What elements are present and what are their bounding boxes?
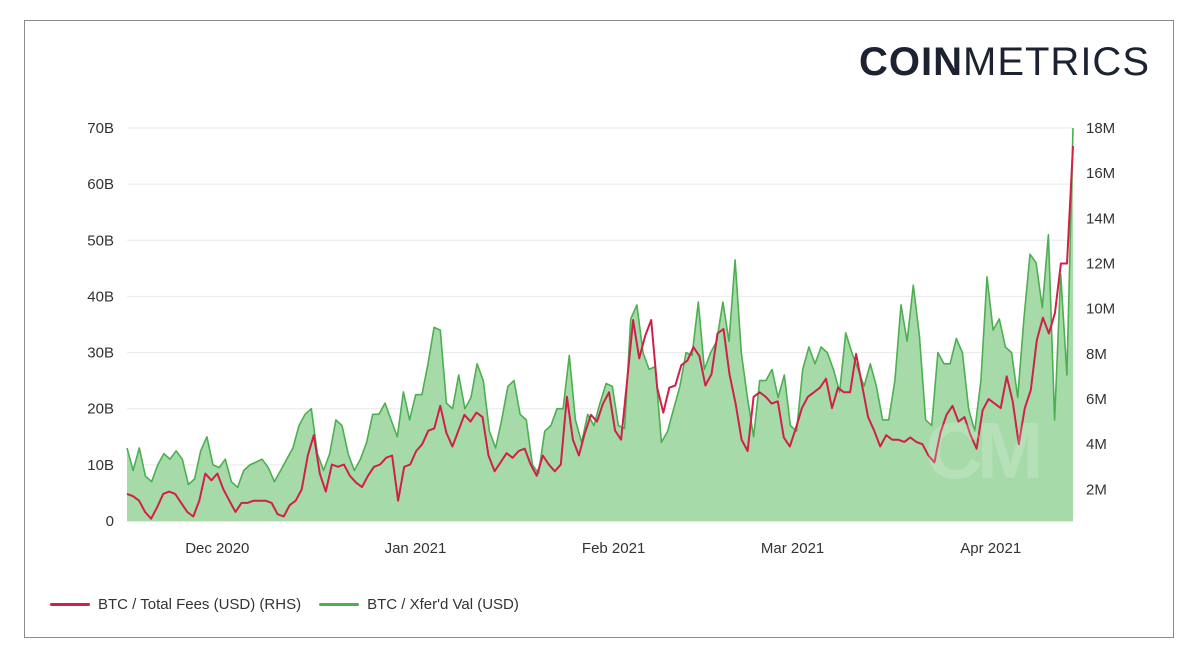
xfer-area-fill (127, 128, 1073, 521)
left-axis: 0 10B 20B 30B 40B 50B 60B 70B (87, 120, 114, 530)
right-axis: 2M 4M 6M 8M 10M 12M 14M 16M 18M (1086, 120, 1115, 498)
x-tick-label: Apr 2021 (960, 540, 1021, 557)
cm-watermark: CM (925, 406, 1043, 495)
y-left-tick-label: 0 (106, 513, 114, 530)
legend-swatch-fees (50, 603, 90, 606)
x-axis: Dec 2020 Jan 2021 Feb 2021 Mar 2021 Apr 2021 (185, 540, 1021, 557)
y-left-tick-label: 30B (87, 345, 114, 362)
y-right-tick-label: 16M (1086, 165, 1115, 182)
y-right-tick-label: 10M (1086, 301, 1115, 318)
y-right-tick-label: 14M (1086, 210, 1115, 227)
x-tick-label: Mar 2021 (761, 540, 824, 557)
fees-series-line (126, 146, 1074, 520)
legend-item-xfer[interactable]: BTC / Xfer'd Val (USD) (319, 596, 519, 613)
legend-label-fees: BTC / Total Fees (USD) (RHS) (98, 596, 302, 613)
y-right-tick-label: 12M (1086, 256, 1115, 273)
y-right-tick-label: 4M (1086, 436, 1107, 453)
y-left-tick-label: 10B (87, 457, 114, 474)
series-layer (126, 127, 1074, 521)
legend-label-xfer: BTC / Xfer'd Val (USD) (367, 596, 519, 613)
y-left-tick-label: 50B (87, 232, 114, 249)
coinmetrics-logo: COINMETRICS (859, 42, 1150, 82)
y-right-tick-label: 2M (1086, 481, 1107, 498)
y-left-tick-label: 40B (87, 288, 114, 305)
y-right-tick-label: 6M (1086, 391, 1107, 408)
logo-bold-text: COIN (859, 40, 963, 84)
y-left-tick-label: 70B (87, 120, 114, 137)
x-tick-label: Feb 2021 (582, 540, 645, 557)
legend-swatch-xfer (319, 603, 360, 606)
xfer-series-line (126, 127, 1074, 489)
legend-item-fees[interactable]: BTC / Total Fees (USD) (RHS) (50, 596, 301, 613)
y-right-tick-label: 18M (1086, 120, 1115, 137)
y-left-tick-label: 60B (87, 176, 114, 193)
chart-legend: BTC / Total Fees (USD) (RHS) BTC / Xfer'… (50, 596, 537, 613)
x-tick-label: Jan 2021 (385, 540, 447, 557)
y-right-tick-label: 8M (1086, 346, 1107, 363)
x-tick-label: Dec 2020 (185, 540, 249, 557)
logo-thin-text: METRICS (963, 40, 1150, 84)
chart-frame (24, 20, 1174, 638)
y-left-tick-label: 20B (87, 401, 114, 418)
